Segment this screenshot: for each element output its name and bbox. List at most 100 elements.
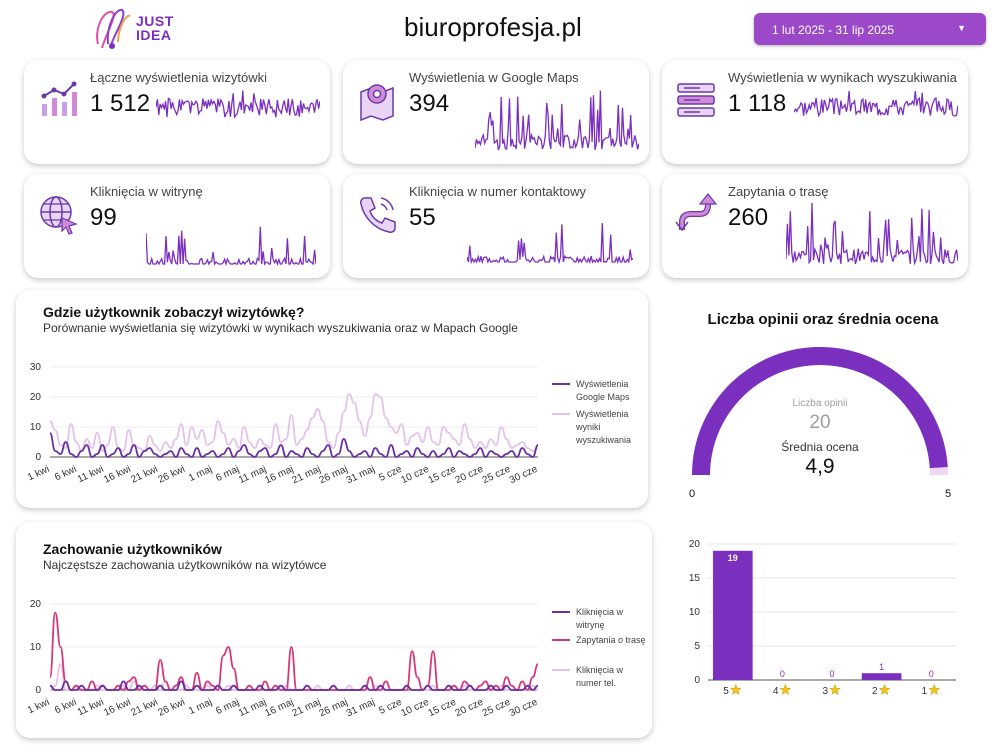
behavior-chart-card: Zachowanie użytkowników Najczęstsze zach…	[16, 522, 652, 738]
bar	[861, 673, 902, 680]
globe-cursor-icon	[40, 196, 78, 235]
kpi-card-directions: Zapytania o trasę 260	[662, 174, 968, 278]
y-tick-label: 0	[35, 452, 41, 463]
kpi-label: Zapytania o trasę	[728, 184, 829, 199]
gauge-fill	[692, 346, 948, 475]
series-line	[49, 680, 539, 691]
x-tick-label: 11 maj	[237, 464, 268, 486]
sparkline-path	[475, 90, 639, 151]
y-tick-label: 20	[689, 539, 701, 550]
x-tick-label: 26 maj	[318, 697, 350, 720]
x-tick-label: 1	[922, 686, 928, 697]
chevron-down-icon[interactable]: ▼	[957, 23, 966, 33]
legend-label: Wyświetlenia Google Maps	[576, 379, 630, 402]
y-tick-label: 5	[694, 641, 700, 652]
x-tick-label: 21 kwi	[129, 464, 159, 486]
x-tick-label: 11 maj	[237, 697, 268, 719]
x-tick-label: 16 maj	[263, 464, 295, 487]
y-tick-label: 0	[35, 685, 41, 696]
sparkline-path	[467, 222, 633, 264]
x-tick-label: 26 kwi	[156, 697, 186, 719]
x-tick-label: 10 cze	[399, 464, 431, 487]
bar-value-label: 0	[829, 669, 834, 679]
bar-value-label: 1	[879, 662, 884, 672]
kpi-card-phone-clicks: Kliknięcia w numer kontaktowy 55	[343, 174, 649, 278]
x-tick-label: 2	[872, 686, 878, 697]
chart-subtitle: Najczęstsze zachowania użytkowników na w…	[43, 558, 327, 572]
x-tick-label: 11 kwi	[76, 697, 106, 719]
logo	[92, 4, 182, 52]
x-tick-label: 31 maj	[345, 464, 377, 487]
kpi-label: Kliknięcia w numer kontaktowy	[409, 184, 587, 199]
star-icon	[928, 683, 941, 695]
kpi-card-search-views: Wyświetlenia w wynikach wyszukiwania 1 1…	[662, 60, 968, 164]
kpi-label: Łączne wyświetlenia wizytówki	[90, 70, 268, 85]
sparkline-path	[156, 90, 320, 119]
logo-mark-icon	[96, 8, 131, 49]
legend-label: Kliknięcia w witrynę	[576, 607, 624, 630]
gauge-max-label: 5	[945, 488, 951, 500]
kpi-card-total-views: Łączne wyświetlenia wizytówki 1 512	[24, 60, 330, 164]
x-tick-label: 6 kwi	[53, 464, 78, 484]
gauge-min-label: 0	[689, 488, 695, 500]
logo-text-line-2: IDEA	[136, 27, 172, 43]
star-icon	[729, 683, 742, 695]
x-tick-label: 6 maj	[214, 464, 241, 484]
kpi-value: 55	[409, 204, 436, 231]
kpi-value: 1 118	[728, 90, 787, 117]
bar-value-label: 0	[929, 669, 934, 679]
x-tick-label: 16 kwi	[102, 464, 132, 486]
bar-value-label: 0	[780, 669, 785, 679]
star-icon	[779, 683, 792, 695]
rating-value: 4,9	[805, 455, 834, 478]
x-tick-label: 15 cze	[427, 464, 459, 487]
page-title: biuroprofesja.pl	[404, 12, 582, 42]
legend-swatch	[552, 413, 570, 415]
bar-value-label: 19	[728, 553, 738, 563]
bar	[712, 550, 753, 680]
kpi-label: Kliknięcia w witrynę	[90, 184, 203, 199]
kpi-value: 394	[409, 90, 450, 117]
reviews-value: 20	[809, 412, 830, 433]
kpi-value: 1 512	[90, 90, 151, 117]
phone-call-icon	[360, 197, 396, 233]
legend-label: Zapytania o trasę	[576, 635, 646, 645]
sparkline-chart	[786, 202, 958, 266]
directions-arrow-icon	[675, 193, 718, 232]
kpi-label: Wyświetlenia w Google Maps	[409, 70, 579, 85]
series-line	[49, 611, 539, 691]
sparkline-chart	[156, 90, 320, 119]
x-tick-label: 3	[822, 686, 828, 697]
x-tick-label: 16 kwi	[102, 697, 132, 719]
analytics-chart-icon	[41, 81, 77, 116]
star-icon	[878, 683, 891, 695]
logo-text-line-1: JUST	[136, 13, 174, 29]
legend-swatch	[552, 639, 570, 641]
x-tick-label: 20 cze	[454, 697, 486, 720]
kpi-value: 99	[90, 204, 117, 231]
logo-text: JUST IDEA	[136, 14, 174, 42]
x-tick-label: 21 maj	[291, 464, 323, 487]
x-tick-label: 25 cze	[481, 697, 513, 720]
y-tick-label: 10	[30, 642, 42, 653]
chart-subtitle: Porównanie wyświetlania się wizytówki w …	[43, 321, 518, 335]
sparkline-chart	[467, 222, 633, 264]
star-icon	[829, 683, 841, 695]
x-tick-label: 5 cze	[377, 464, 404, 484]
x-tick-label: 30 cze	[508, 697, 540, 720]
rating-gauge: Liczba opinii 20 Średnia ocena 4,9 0 5	[689, 346, 951, 500]
date-range-picker[interactable]: 1 lut 2025 - 31 lip 2025 ▼	[754, 13, 986, 45]
kpi-label: Wyświetlenia w wynikach wyszukiwania	[728, 70, 957, 85]
legend-swatch	[552, 383, 570, 385]
x-tick-label: 30 cze	[508, 464, 540, 487]
chart-title: Zachowanie użytkowników	[43, 541, 222, 557]
y-tick-label: 20	[30, 392, 42, 403]
x-tick-label: 11 kwi	[76, 464, 106, 486]
x-tick-label: 20 cze	[454, 464, 486, 487]
x-tick-label: 26 maj	[318, 464, 350, 487]
sparkline-chart	[794, 90, 958, 118]
kpi-value: 260	[728, 204, 769, 231]
x-tick-label: 21 maj	[291, 697, 323, 720]
